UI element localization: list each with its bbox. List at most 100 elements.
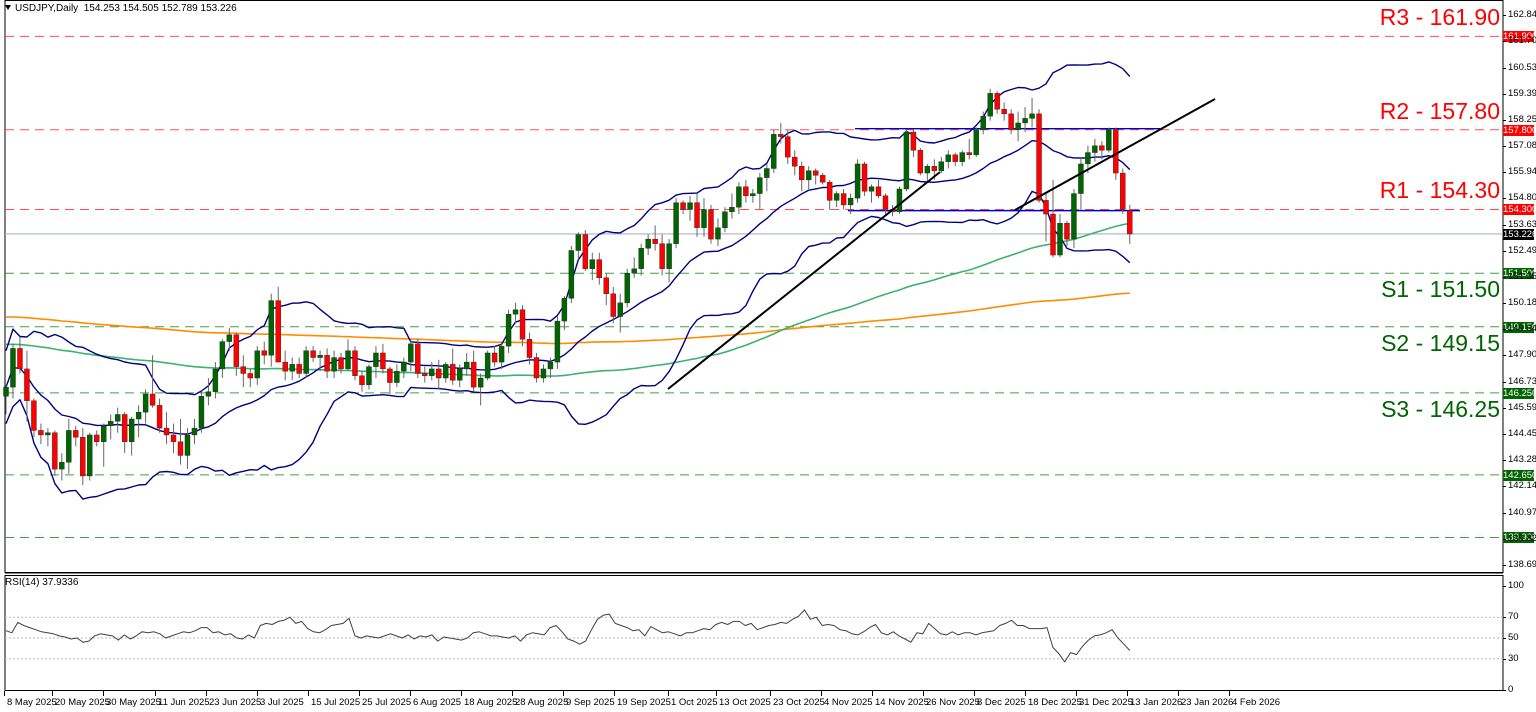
bear-candle [1050, 213, 1056, 256]
bull-candle [1078, 163, 1084, 194]
x-axis-date-tick: 4 Feb 2026 [1228, 691, 1281, 708]
trendline-2[interactable] [1014, 98, 1216, 211]
bull-candle [345, 350, 351, 370]
bull-candle [45, 432, 51, 436]
y-axis-tick: 153.630 [1502, 219, 1536, 230]
collapse-triangle-icon[interactable] [5, 5, 11, 10]
x-axis-date-tick: 1 Oct 2025 [667, 691, 718, 708]
x-axis-date-tick: 15 Jul 2025 [307, 691, 361, 708]
bear-candle [470, 361, 477, 388]
bull-candle [854, 163, 861, 199]
bear-candle [526, 339, 533, 358]
x-axis-date-tick: 23 Jun 2025 [205, 691, 262, 708]
bull-candle [673, 202, 679, 244]
y-axis-tick: 140.970 [1502, 507, 1536, 518]
bear-candle [826, 181, 833, 201]
bull-candle [443, 364, 449, 379]
bull-candle [373, 352, 379, 367]
rsi-panel-frame [4, 575, 1504, 691]
bear-candle [785, 136, 791, 158]
y-axis-tick: 162.840 [1502, 9, 1536, 20]
y-axis-tick: 150.180 [1502, 297, 1536, 308]
bear-candle [261, 350, 267, 356]
bear-candle [24, 368, 30, 401]
bear-candle [1008, 113, 1014, 130]
bull-candle [184, 434, 191, 456]
bear-candle [422, 373, 428, 376]
bear-candle [743, 186, 749, 197]
x-axis-date-tick: 9 Sep 2025 [563, 691, 615, 708]
bear-candle [582, 234, 589, 269]
bull-candle [457, 368, 463, 381]
bull-candle [945, 154, 951, 162]
bull-candle [938, 161, 945, 171]
y-axis-tick: 157.080 [1502, 140, 1536, 151]
x-axis-date-tick: 18 Aug 2025 [460, 691, 518, 708]
bull-candle [896, 188, 903, 212]
bear-candle [17, 348, 23, 370]
bear-candle [910, 131, 917, 151]
bull-candle [303, 350, 309, 374]
bull-candle [484, 352, 491, 379]
bull-candle [903, 131, 910, 190]
bull-candle [498, 345, 505, 363]
x-axis-date-tick: 4 Nov 2025 [821, 691, 873, 708]
y-axis-tick: 138.690 [1502, 559, 1536, 570]
ma-slow-line [5, 292, 1130, 345]
bear-candle [533, 357, 540, 379]
x-axis-date-tick: 3 Jul 2025 [257, 691, 304, 708]
bull-candle [973, 129, 979, 156]
bull-candle [1071, 193, 1077, 240]
x-axis-date-tick: 20 May 2025 [52, 691, 110, 708]
bull-candle [463, 361, 470, 370]
bear-candle [359, 375, 365, 386]
bull-candle [87, 434, 93, 477]
bear-candle [994, 93, 1000, 110]
y-axis-tick: 145.590 [1502, 402, 1536, 413]
bull-candle [477, 377, 484, 388]
bear-candle [966, 152, 972, 156]
bull-candle [750, 193, 756, 197]
price-badge-r1: 154.300 [1503, 204, 1536, 216]
bear-candle [80, 437, 86, 477]
x-axis-date-tick: 11 Jun 2025 [155, 691, 210, 708]
bear-candle [694, 202, 700, 228]
bear-candle [1001, 109, 1007, 115]
y-axis-tick: 161.700 [1502, 35, 1536, 46]
y-axis-tick: 158.250 [1502, 114, 1536, 125]
bear-candle [603, 277, 609, 294]
bear-candle [1043, 200, 1049, 215]
bull-candle [561, 298, 568, 322]
bull-candle [1022, 118, 1028, 124]
x-axis-date-tick: 8 May 2025 [4, 691, 57, 708]
bear-candle [338, 357, 344, 370]
bear-candle [652, 238, 658, 244]
bull-candle [1057, 222, 1063, 256]
y-axis-tick: 146.730 [1502, 376, 1536, 387]
trendline-1[interactable] [667, 171, 941, 390]
bull-candle [366, 366, 372, 386]
bull-candle [980, 115, 986, 130]
bull-candle [66, 430, 72, 463]
bull-candle [540, 368, 547, 379]
ma-fast-line [6, 222, 1130, 377]
rsi-axis-tick: 100 [1503, 580, 1524, 591]
bear-candle [1113, 129, 1119, 174]
bull-candle [924, 166, 931, 174]
bull-candle [666, 243, 672, 269]
bear-candle [708, 209, 714, 240]
y-axis-tick: 152.490 [1502, 245, 1536, 256]
bull-candle [833, 193, 840, 201]
y-axis-tick: 151.350 [1502, 271, 1536, 282]
bull-candle [1085, 152, 1091, 165]
bull-candle [1092, 145, 1098, 153]
bear-candle [177, 441, 184, 456]
bear-candle [121, 414, 128, 442]
x-axis-date-tick: 18 Dec 2025 [1025, 691, 1082, 708]
level-label-s1: S1 - 151.50 [1381, 276, 1500, 303]
rsi-axis-tick: 30 [1503, 652, 1519, 664]
bear-candle [282, 361, 288, 372]
bull-candle [505, 314, 512, 347]
